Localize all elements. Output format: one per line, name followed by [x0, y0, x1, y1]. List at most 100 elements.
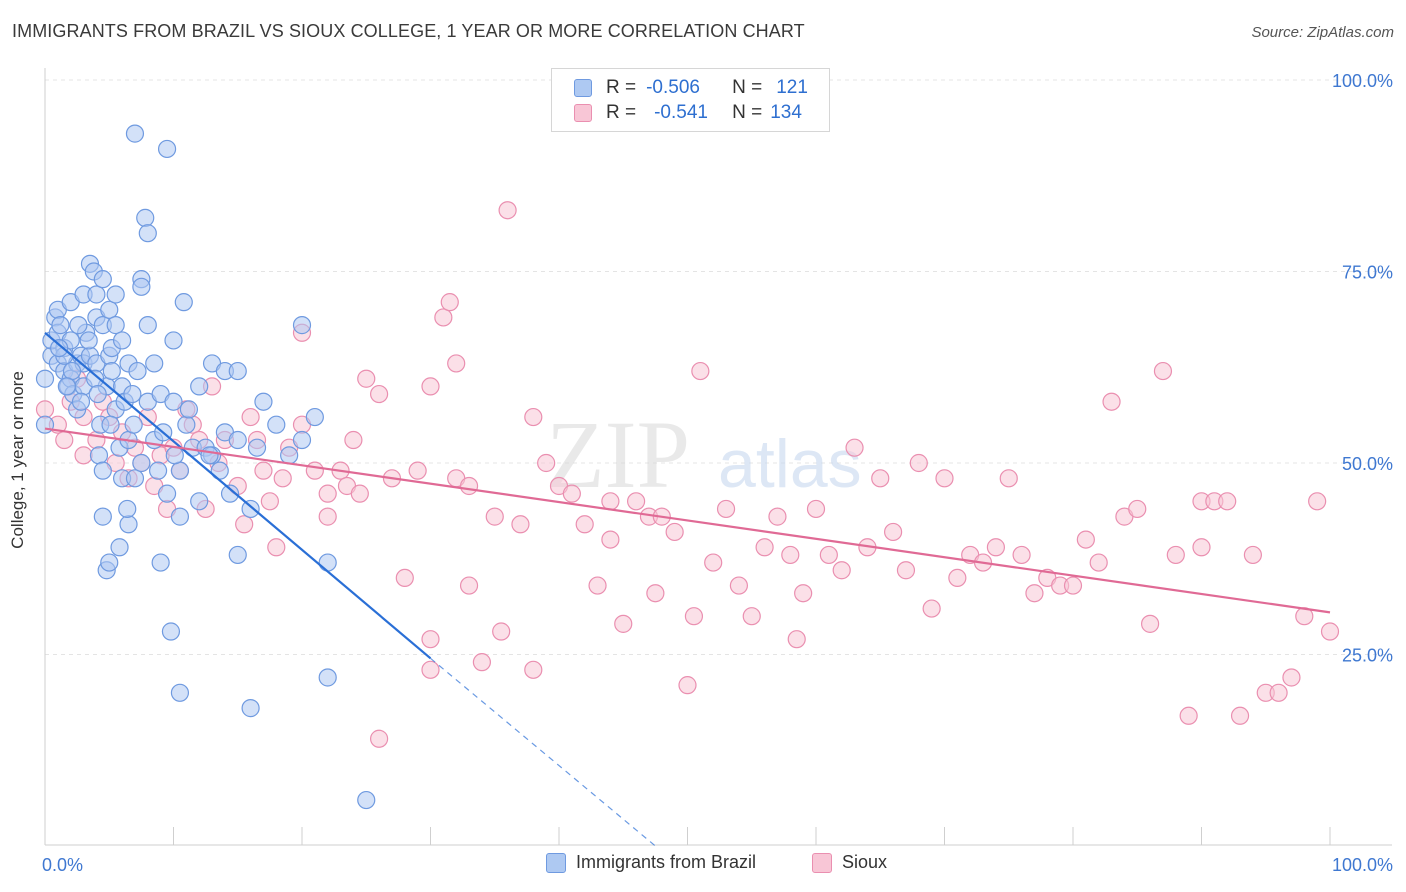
point-brazil — [164, 331, 183, 350]
point-brazil — [71, 392, 91, 411]
x-tick-label: 100.0% — [1332, 855, 1393, 875]
y-tick-label: 25.0% — [1342, 646, 1393, 666]
point-sioux — [537, 453, 556, 473]
point-sioux — [434, 308, 453, 327]
point-brazil — [220, 484, 240, 503]
point-brazil — [318, 668, 337, 687]
legend-item-sioux[interactable]: Sioux — [812, 852, 887, 873]
point-brazil — [241, 499, 260, 519]
point-sioux — [235, 515, 254, 534]
point-sioux — [459, 576, 479, 595]
legend-swatch-brazil — [546, 852, 566, 873]
point-sioux — [845, 438, 864, 457]
point-brazil — [118, 499, 137, 519]
point-sioux — [614, 614, 633, 633]
point-brazil — [87, 285, 106, 304]
point-brazil — [62, 361, 82, 381]
point-sioux — [678, 676, 697, 695]
point-sioux — [999, 469, 1018, 488]
legend-swatch-brazil — [574, 79, 592, 97]
point-sioux — [986, 538, 1006, 557]
legend-item-brazil[interactable]: Immigrants from Brazil — [546, 852, 756, 873]
legend-row-brazil: R = -0.506 N = 121 — [574, 77, 808, 99]
point-brazil — [125, 124, 145, 143]
point-sioux — [421, 377, 440, 396]
point-sioux — [421, 660, 440, 679]
point-brazil — [69, 316, 88, 335]
point-sioux — [447, 354, 466, 373]
trend-lines — [44, 331, 1331, 847]
point-brazil — [93, 270, 112, 289]
legend-r-value: -0.541 — [654, 102, 708, 123]
point-sioux — [370, 729, 389, 748]
point-brazil — [280, 446, 299, 465]
point-sioux — [241, 407, 260, 427]
x-tick-label: 0.0% — [42, 855, 83, 875]
point-sioux — [408, 461, 427, 480]
point-sioux — [909, 453, 928, 473]
trend-line-brazil — [44, 331, 432, 660]
tick-labels: 25.0% 50.0% 75.0% 100.0% 0.0% 100.0% — [42, 71, 1393, 875]
point-sioux — [260, 492, 279, 511]
point-brazil — [124, 415, 143, 434]
point-brazil — [177, 415, 196, 434]
point-sioux — [524, 407, 543, 427]
point-sioux — [1269, 683, 1288, 702]
point-sioux — [485, 507, 504, 526]
point-sioux — [492, 622, 511, 641]
point-brazil — [132, 453, 151, 473]
point-sioux — [575, 515, 594, 534]
point-sioux — [1320, 622, 1340, 641]
point-sioux — [935, 469, 954, 488]
trend-line-brazil-extension — [430, 657, 656, 847]
axes — [44, 68, 1392, 846]
legend-row-sioux: R = -0.541 N = 134 — [574, 102, 802, 124]
point-brazil — [100, 553, 119, 572]
point-brazil — [138, 224, 157, 243]
point-sioux — [524, 660, 543, 679]
point-sioux — [1166, 545, 1185, 565]
point-brazil — [292, 430, 312, 450]
gridlines — [45, 79, 1392, 655]
point-sioux — [1063, 576, 1083, 595]
legend-label-sioux: Sioux — [842, 852, 888, 872]
point-sioux — [440, 293, 459, 312]
point-sioux — [948, 568, 967, 588]
legend-swatch-sioux — [574, 104, 592, 122]
point-sioux — [871, 469, 890, 488]
point-brazil — [292, 316, 312, 335]
point-brazil — [128, 361, 147, 381]
point-brazil — [170, 683, 190, 702]
point-sioux — [1012, 545, 1031, 565]
trend-line-sioux — [44, 427, 1331, 614]
watermark-atlas: atlas — [718, 426, 862, 502]
legend-swatch-sioux — [812, 852, 832, 873]
y-tick-label: 50.0% — [1342, 454, 1393, 474]
point-sioux — [562, 484, 581, 503]
point-brazil — [119, 515, 138, 534]
point-brazil — [228, 361, 247, 381]
series-legend: Immigrants from Brazil Sioux — [0, 852, 1406, 876]
point-sioux — [1102, 392, 1121, 411]
point-sioux — [350, 484, 369, 503]
legend-n-label: N = — [732, 77, 763, 98]
point-brazil — [170, 507, 190, 526]
point-sioux — [691, 361, 710, 381]
series-brazil — [35, 124, 376, 810]
point-brazil — [190, 492, 209, 511]
point-sioux — [395, 568, 414, 588]
point-brazil — [89, 446, 109, 465]
point-brazil — [318, 553, 337, 572]
point-brazil — [254, 392, 273, 411]
point-sioux — [794, 584, 813, 603]
point-brazil — [151, 553, 170, 572]
point-sioux — [601, 530, 620, 549]
point-sioux — [1025, 584, 1044, 603]
point-sioux — [1140, 614, 1160, 633]
point-brazil — [157, 484, 177, 503]
point-brazil — [200, 446, 219, 465]
point-brazil — [241, 699, 260, 718]
point-brazil — [93, 507, 112, 526]
point-sioux — [729, 576, 749, 595]
